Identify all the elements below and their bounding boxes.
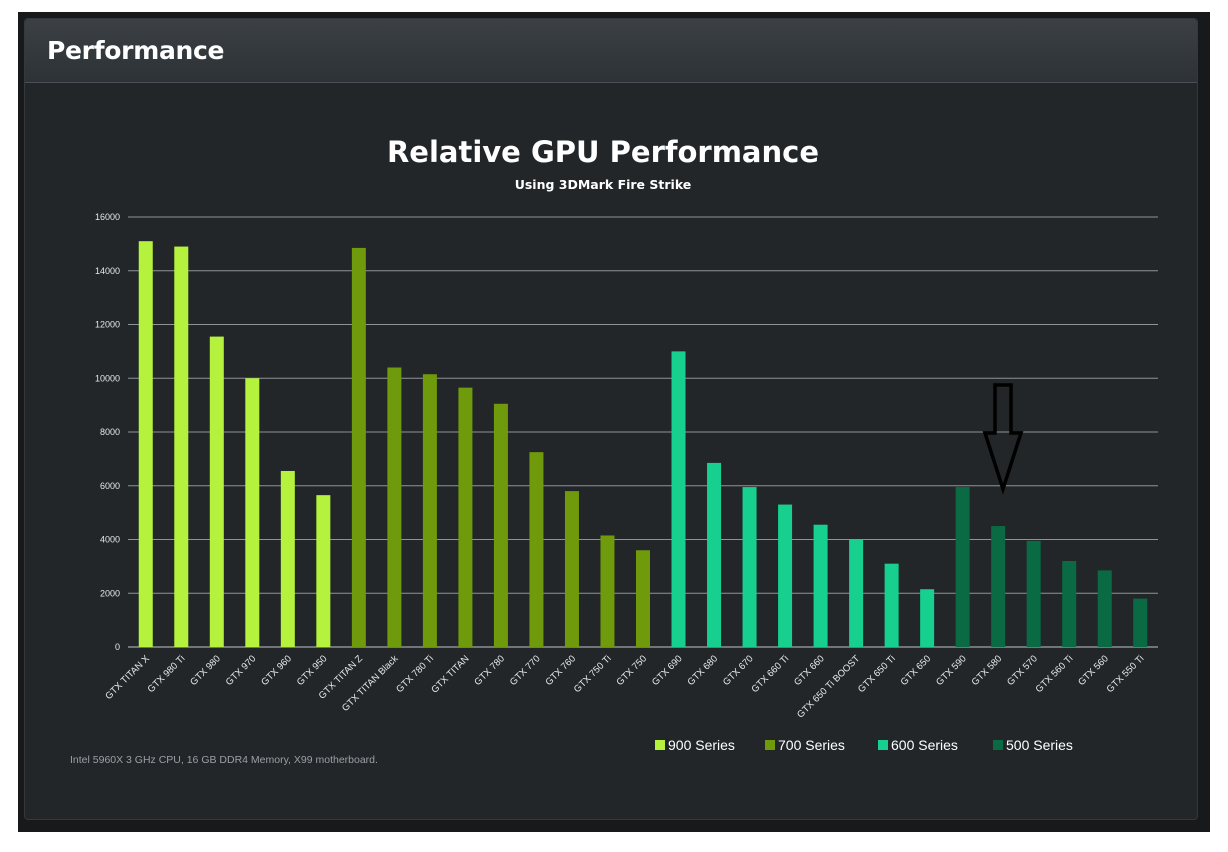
x-tick-label: GTX TITAN X	[103, 653, 152, 702]
bar	[564, 491, 579, 647]
chart-title: Relative GPU Performance	[387, 135, 819, 169]
x-tick-label: GTX 580	[970, 653, 1005, 688]
x-tick-label: GTX 750 Ti	[572, 653, 614, 695]
x-tick-label: GTX 650	[899, 653, 934, 688]
performance-panel: Performance	[24, 18, 1198, 820]
y-tick-label: 6000	[100, 481, 120, 491]
x-tick-label: GTX 590	[934, 653, 969, 688]
legend-label: 500 Series	[1006, 737, 1073, 753]
bar	[493, 403, 508, 647]
bar	[849, 539, 864, 647]
chart-subtitle: Using 3DMark Fire Strike	[515, 177, 692, 192]
bar	[955, 487, 970, 647]
bar	[636, 550, 650, 647]
x-tick-label: GTX 650 Ti	[856, 653, 898, 695]
bar	[884, 563, 899, 647]
bar	[813, 524, 828, 647]
x-tick-label: GTX 660	[792, 653, 827, 688]
legend: 900 Series 700 Series 600 Series 500 Series	[655, 737, 1073, 753]
bar	[1133, 598, 1148, 647]
bar	[742, 487, 757, 647]
bar	[316, 495, 331, 647]
bar	[458, 387, 473, 647]
legend-swatch	[655, 740, 665, 750]
y-axis-ticks: 0 2000 4000 6000 8000 10000 12000 14000 16000	[95, 212, 120, 652]
x-tick-label: GTX 770	[508, 653, 543, 688]
y-tick-label: 16000	[95, 212, 120, 222]
footnote: Intel 5960X 3 GHz CPU, 16 GB DDR4 Memory…	[70, 754, 378, 766]
x-tick-label: GTX 560	[1076, 653, 1111, 688]
gridlines	[128, 216, 1158, 648]
bar	[174, 246, 189, 647]
bar	[138, 241, 153, 647]
bar	[991, 526, 1006, 647]
x-tick-label: GTX 760	[543, 653, 578, 688]
bar	[1097, 570, 1112, 647]
y-tick-label: 14000	[95, 266, 120, 276]
legend-label: 600 Series	[891, 737, 958, 753]
bar	[245, 378, 260, 647]
x-tick-label: GTX 670	[721, 653, 756, 688]
y-tick-label: 8000	[100, 427, 120, 437]
x-tick-label: GTX 750	[614, 653, 649, 688]
legend-swatch	[765, 740, 775, 750]
x-tick-label: GTX 950	[295, 653, 330, 688]
x-tick-label: GTX 680	[685, 653, 720, 688]
panel-header: Performance	[25, 19, 1197, 83]
x-tick-label: GTX 660 Ti	[749, 653, 791, 695]
y-tick-label: 10000	[95, 373, 120, 383]
bars	[138, 241, 1148, 647]
x-tick-label: GTX 980	[188, 653, 223, 688]
x-tick-label: GTX TITAN	[429, 653, 471, 695]
x-tick-label: GTX 780	[472, 653, 507, 688]
bar	[600, 535, 615, 647]
bar	[1062, 561, 1077, 647]
bar	[707, 462, 722, 647]
bar	[387, 367, 402, 647]
legend-label: 900 Series	[668, 737, 735, 753]
y-tick-label: 12000	[95, 320, 120, 330]
y-tick-label: 4000	[100, 535, 120, 545]
bar	[529, 452, 544, 647]
bar	[671, 351, 686, 647]
bar	[209, 336, 224, 647]
bar	[422, 374, 437, 647]
x-tick-label: GTX 650 Ti BOOST	[795, 653, 862, 720]
bar	[280, 470, 295, 647]
x-tick-label: GTX 570	[1005, 653, 1040, 688]
x-tick-label: GTX 690	[650, 653, 685, 688]
x-tick-label: GTX 560 Ti	[1034, 653, 1076, 695]
bar	[1026, 540, 1041, 647]
down-arrow-icon	[982, 383, 1024, 495]
bar	[778, 504, 793, 647]
y-tick-label: 0	[115, 642, 120, 652]
x-tick-label: GTX 970	[224, 653, 259, 688]
x-tick-label: GTX 960	[259, 653, 294, 688]
x-tick-label: GTX 980 Ti	[146, 653, 188, 695]
y-tick-label: 2000	[100, 588, 120, 598]
legend-label: 700 Series	[778, 737, 845, 753]
bar	[351, 247, 366, 647]
legend-swatch	[993, 740, 1003, 750]
x-tick-label: GTX 550 Ti	[1105, 653, 1147, 695]
legend-swatch	[878, 740, 888, 750]
panel-title: Performance	[47, 36, 225, 65]
bar	[920, 589, 935, 647]
